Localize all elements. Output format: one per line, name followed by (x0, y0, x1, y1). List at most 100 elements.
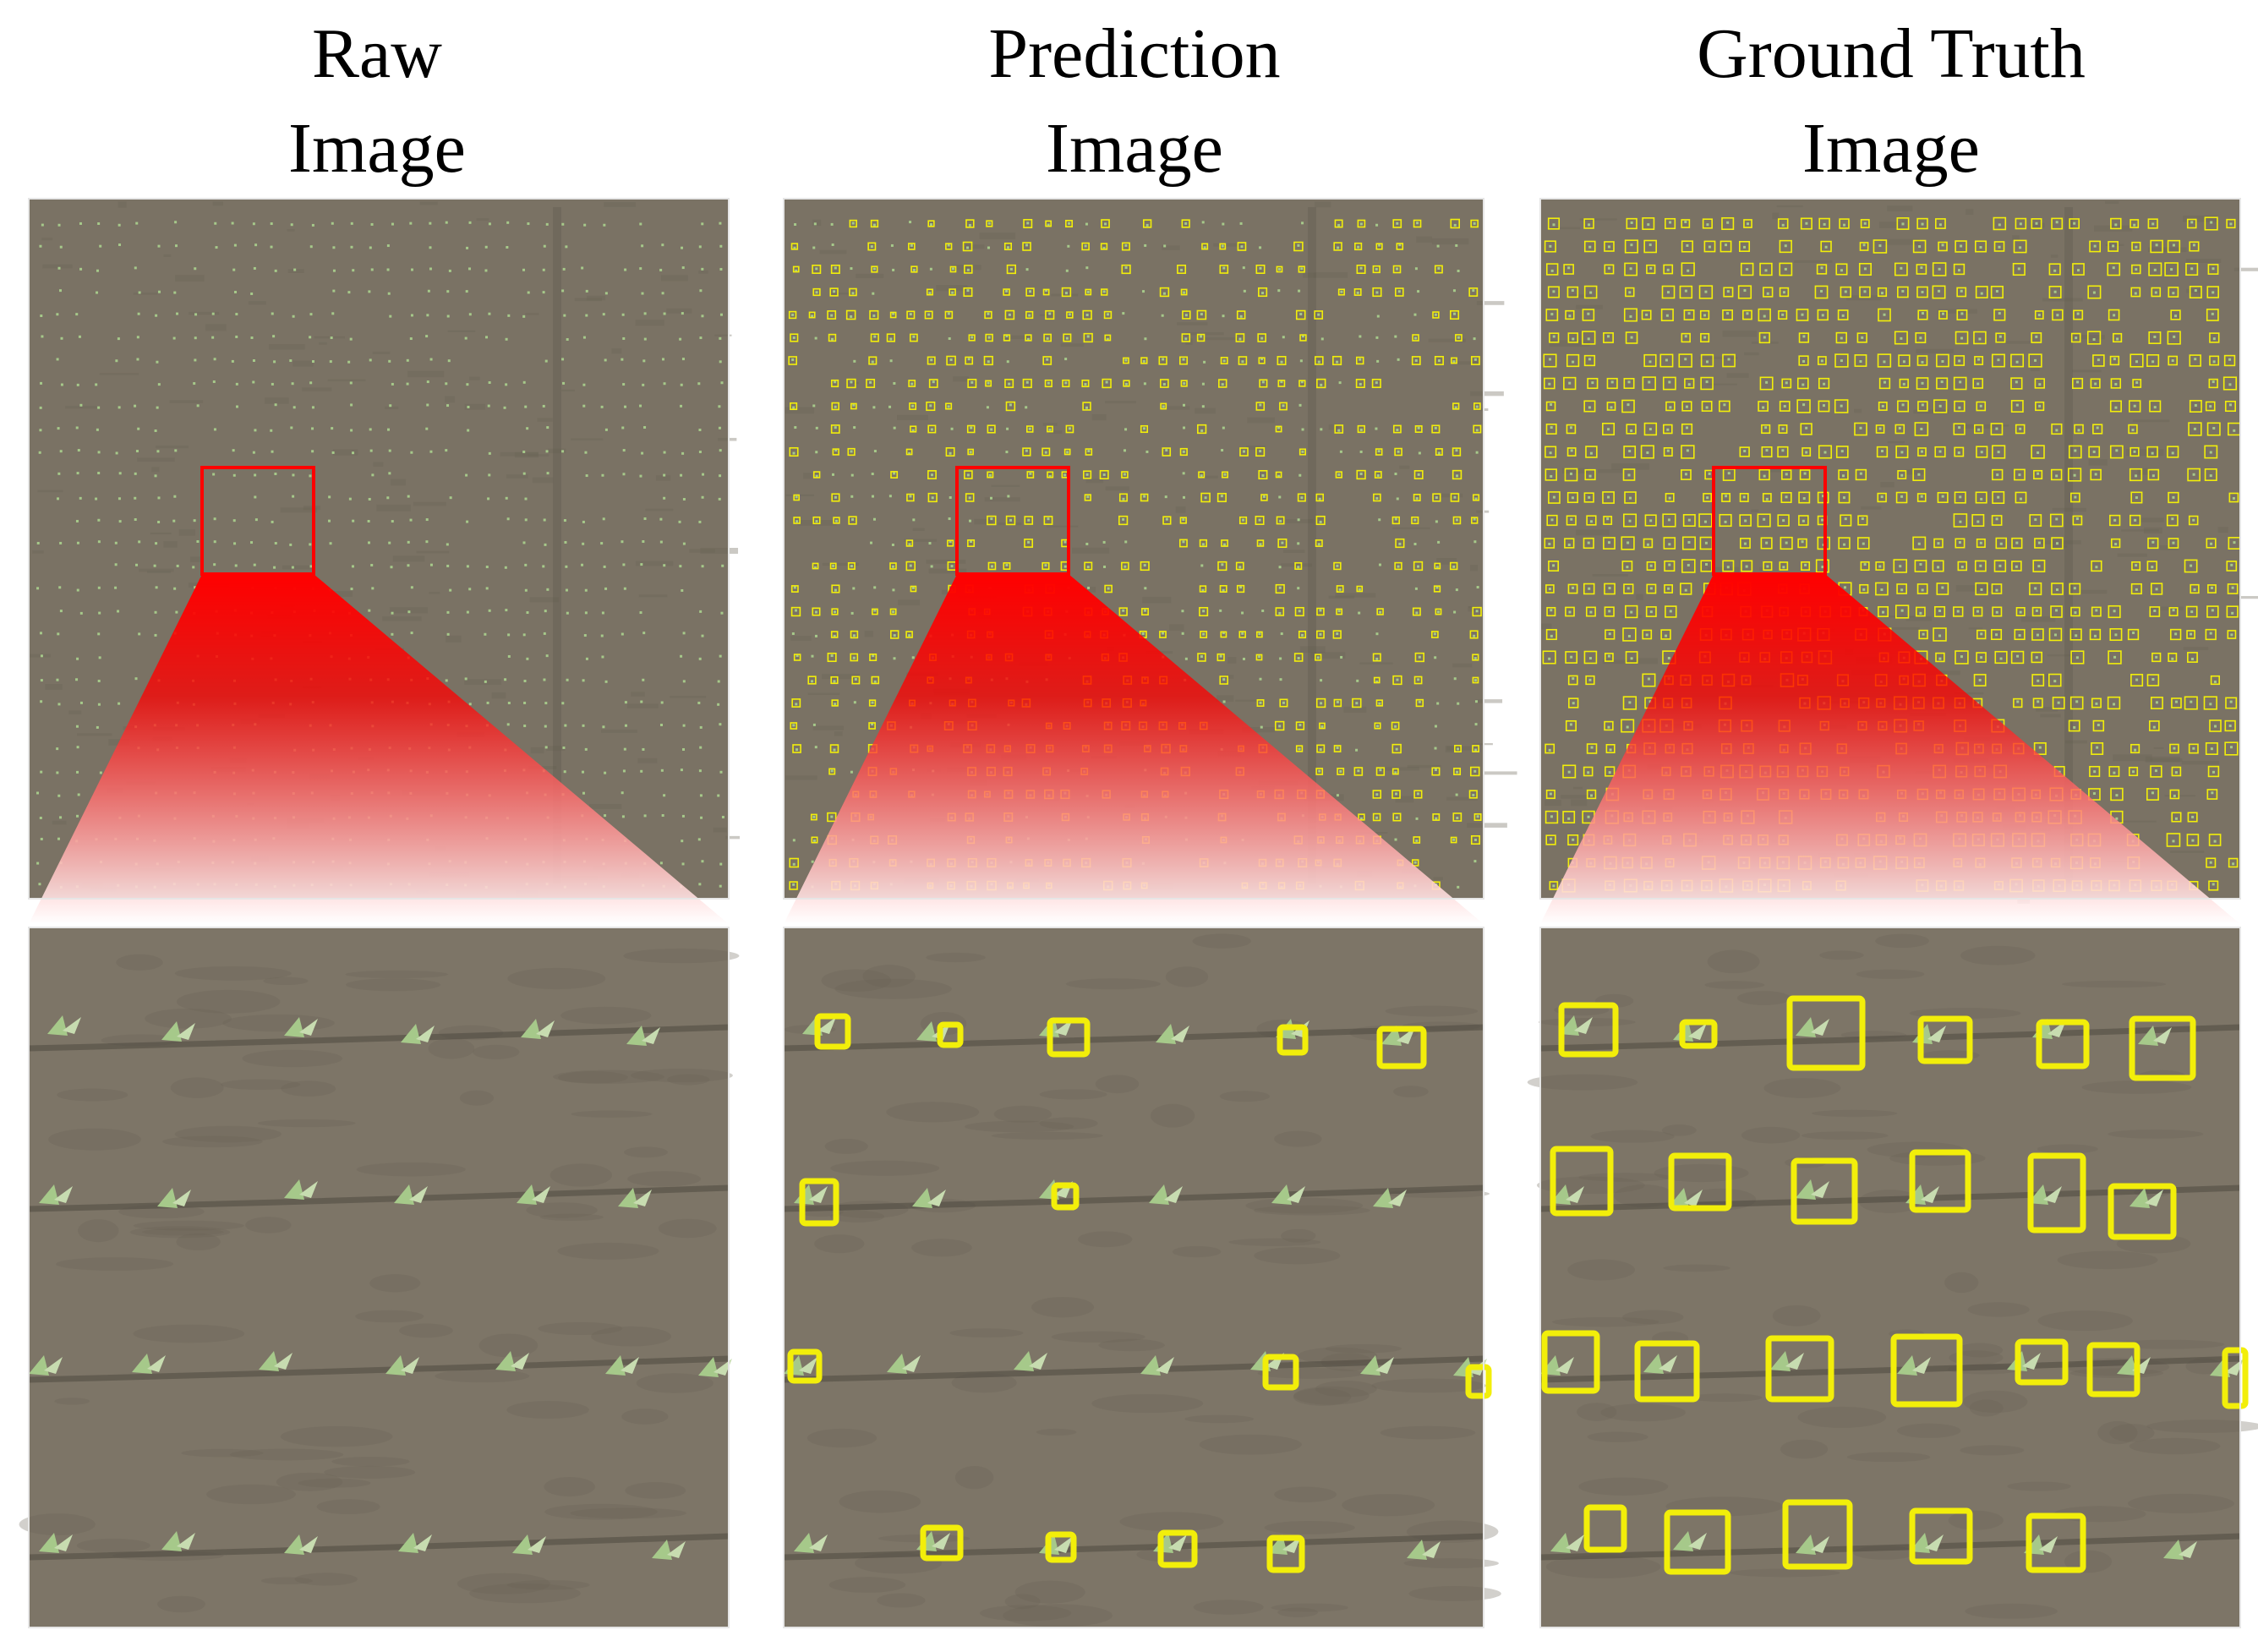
seedling-leaf (177, 1533, 195, 1550)
ground-truth-box (1664, 1509, 1731, 1575)
ground-truth-box (1558, 1002, 1619, 1058)
seedling-leaf (299, 1181, 318, 1198)
seedling-leaf (401, 1357, 419, 1374)
ground-truth-box (1765, 1335, 1834, 1403)
seedling-leaf (1287, 1186, 1305, 1203)
track-mark (2064, 207, 2073, 883)
prediction-column (783, 198, 1517, 1628)
seedling-leaf (1785, 1353, 1804, 1370)
ground-truth-title-line1: Ground Truth (1697, 14, 2086, 93)
seedling-leaf (809, 1186, 828, 1203)
crop-row-line (28, 1533, 730, 1561)
ground-truth-box (1917, 1015, 1973, 1064)
ground-truth-box (1541, 1330, 1600, 1394)
prediction-title-line2: Image (1046, 109, 1223, 188)
raw-title-line2: Image (288, 109, 466, 188)
ground-truth-box (2027, 1152, 2086, 1234)
ground-truth-box (1782, 1499, 1853, 1570)
seedling-leaf (54, 1186, 73, 1203)
prediction-box (1051, 1182, 1080, 1211)
raw-zoom-border (28, 927, 730, 1628)
prediction-zoom-border (783, 927, 1484, 1628)
seedling-leaf (1688, 1533, 1707, 1550)
prediction-box (799, 1178, 839, 1227)
seedling-leaf (1054, 1536, 1073, 1553)
ground-truth-box (1909, 1149, 1971, 1213)
seedling-leaf (1688, 1023, 1707, 1040)
prediction-box (920, 1524, 964, 1562)
prediction-box (787, 1348, 823, 1384)
ground-truth-box (2086, 1342, 2140, 1398)
seedling-leaf (1422, 1541, 1441, 1558)
raw-zoom-panel (19, 927, 740, 1627)
prediction-box (1045, 1531, 1077, 1563)
seedling-leaf (536, 1020, 555, 1037)
seedling-leaf (809, 1534, 828, 1551)
prediction-box (1465, 1364, 1492, 1399)
seedling-leaf (642, 1027, 660, 1044)
seedling-leaf (409, 1186, 428, 1203)
ground-truth-box (2026, 1513, 2086, 1573)
seedling-leaf (1388, 1190, 1407, 1206)
crop-row-line (1539, 1533, 2241, 1561)
prediction-zoom-funnel (784, 574, 1484, 924)
ground-truth-box (2036, 1019, 2090, 1069)
seedling-leaf (1375, 1357, 1394, 1374)
seedling-leaf (1555, 1357, 1574, 1374)
seedling-leaf (1574, 1017, 1593, 1034)
crop-row-line (28, 1355, 730, 1383)
ground-truth-box (2108, 1183, 2177, 1240)
track-mark (553, 207, 561, 883)
seedling-leaf (416, 1026, 435, 1042)
seedling-leaf (528, 1536, 546, 1553)
ground-truth-zoom-panel (1527, 927, 2258, 1627)
seedling-leaf (667, 1541, 686, 1558)
prediction-box (1047, 1017, 1091, 1058)
prediction-box (937, 1021, 964, 1048)
seedling-leaf (2145, 1190, 2163, 1206)
seedling-leaf (1029, 1353, 1047, 1370)
seedling-leaf (1171, 1026, 1189, 1042)
seedling-leaf (932, 1533, 950, 1550)
crop-row-line (1539, 1184, 2241, 1212)
seedling-leaf (1566, 1186, 1584, 1203)
prediction-box (1157, 1529, 1198, 1568)
ground-truth-box (2015, 1338, 2069, 1386)
crop-row-line (783, 1355, 1484, 1383)
seedling-leaf (1921, 1186, 1939, 1203)
seedling-leaf (299, 1536, 318, 1553)
prediction-title-line1: Prediction (988, 14, 1281, 93)
seedling-leaf (1811, 1536, 1829, 1553)
seedling-leaf (299, 1019, 318, 1036)
seedling-leaf (532, 1186, 550, 1203)
ground-truth-box (1890, 1333, 1963, 1408)
seedling-leaf (1164, 1186, 1183, 1203)
raw-aerial-border (28, 198, 730, 900)
seedling-leaf (1912, 1357, 1931, 1374)
seedling-leaf (1811, 1181, 1829, 1198)
prediction-title: Prediction Image (784, 7, 1485, 196)
ground-truth-aerial-border (1539, 198, 2241, 900)
crop-row-line (1539, 1024, 2241, 1052)
prediction-box (1266, 1534, 1305, 1573)
ground-truth-zoom-border (1539, 927, 2241, 1628)
ground-truth-box (1791, 1157, 1858, 1225)
seedling-leaf (1927, 1026, 1946, 1042)
prediction-box (814, 1013, 851, 1050)
ground-truth-box (1634, 1340, 1700, 1403)
seedling-leaf (902, 1355, 921, 1372)
ground-truth-title-line2: Image (1802, 109, 1980, 188)
ground-truth-box (1668, 1152, 1732, 1212)
seedling-leaf (2022, 1353, 2041, 1370)
ground-truth-box (2129, 1015, 2196, 1081)
seedling-leaf (172, 1190, 191, 1206)
seedling-leaf (1156, 1357, 1174, 1374)
crop-row-line (28, 1184, 730, 1212)
ground-truth-box (2222, 1347, 2249, 1409)
seedling-leaf (413, 1534, 432, 1551)
ground-truth-box (1909, 1507, 1973, 1565)
ground-truth-column (1527, 198, 2258, 1628)
crop-row-line (783, 1184, 1484, 1212)
